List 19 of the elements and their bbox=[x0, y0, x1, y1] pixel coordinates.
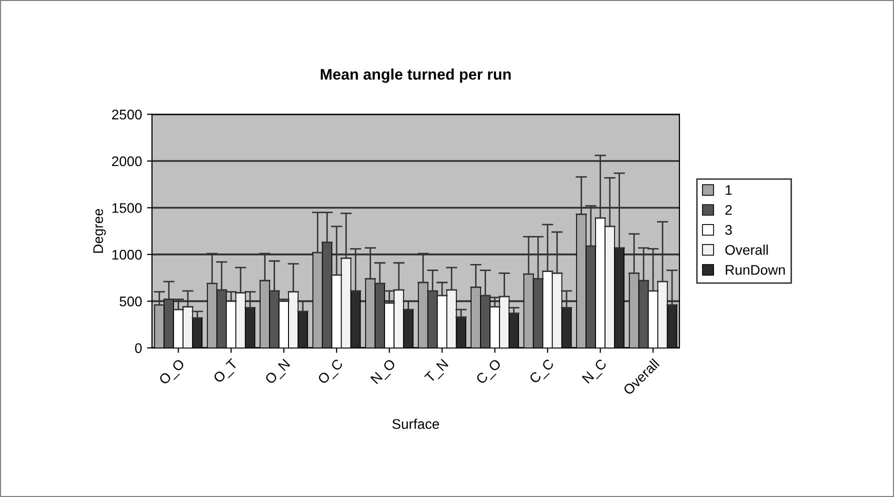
legend-label: 1 bbox=[726, 185, 732, 195]
legend-label: 2 bbox=[725, 205, 732, 215]
y-tick-label: 1000 bbox=[112, 250, 142, 260]
legend-label: RunDown bbox=[726, 265, 785, 275]
x-tick-label: C_O bbox=[475, 358, 504, 386]
x-tick-label: O_O bbox=[158, 358, 187, 387]
y-tick-label: 0 bbox=[135, 343, 142, 354]
y-tick-label: 2500 bbox=[112, 110, 142, 120]
y-tick-label: 1500 bbox=[112, 203, 142, 213]
y-tick-label: 2000 bbox=[112, 156, 142, 166]
legend-label: Overall bbox=[725, 244, 768, 255]
y-axis-title: Degree bbox=[93, 208, 106, 253]
x-tick-label: C_C bbox=[528, 358, 556, 386]
legend-label: 3 bbox=[725, 225, 732, 235]
x-tick-label: T_N bbox=[424, 358, 450, 386]
x-tick-label: O_C bbox=[317, 358, 346, 386]
y-tick-label: 500 bbox=[120, 296, 142, 306]
x-axis-title: Surface bbox=[392, 418, 440, 429]
chart-title: Mean angle turned per run bbox=[320, 68, 511, 83]
